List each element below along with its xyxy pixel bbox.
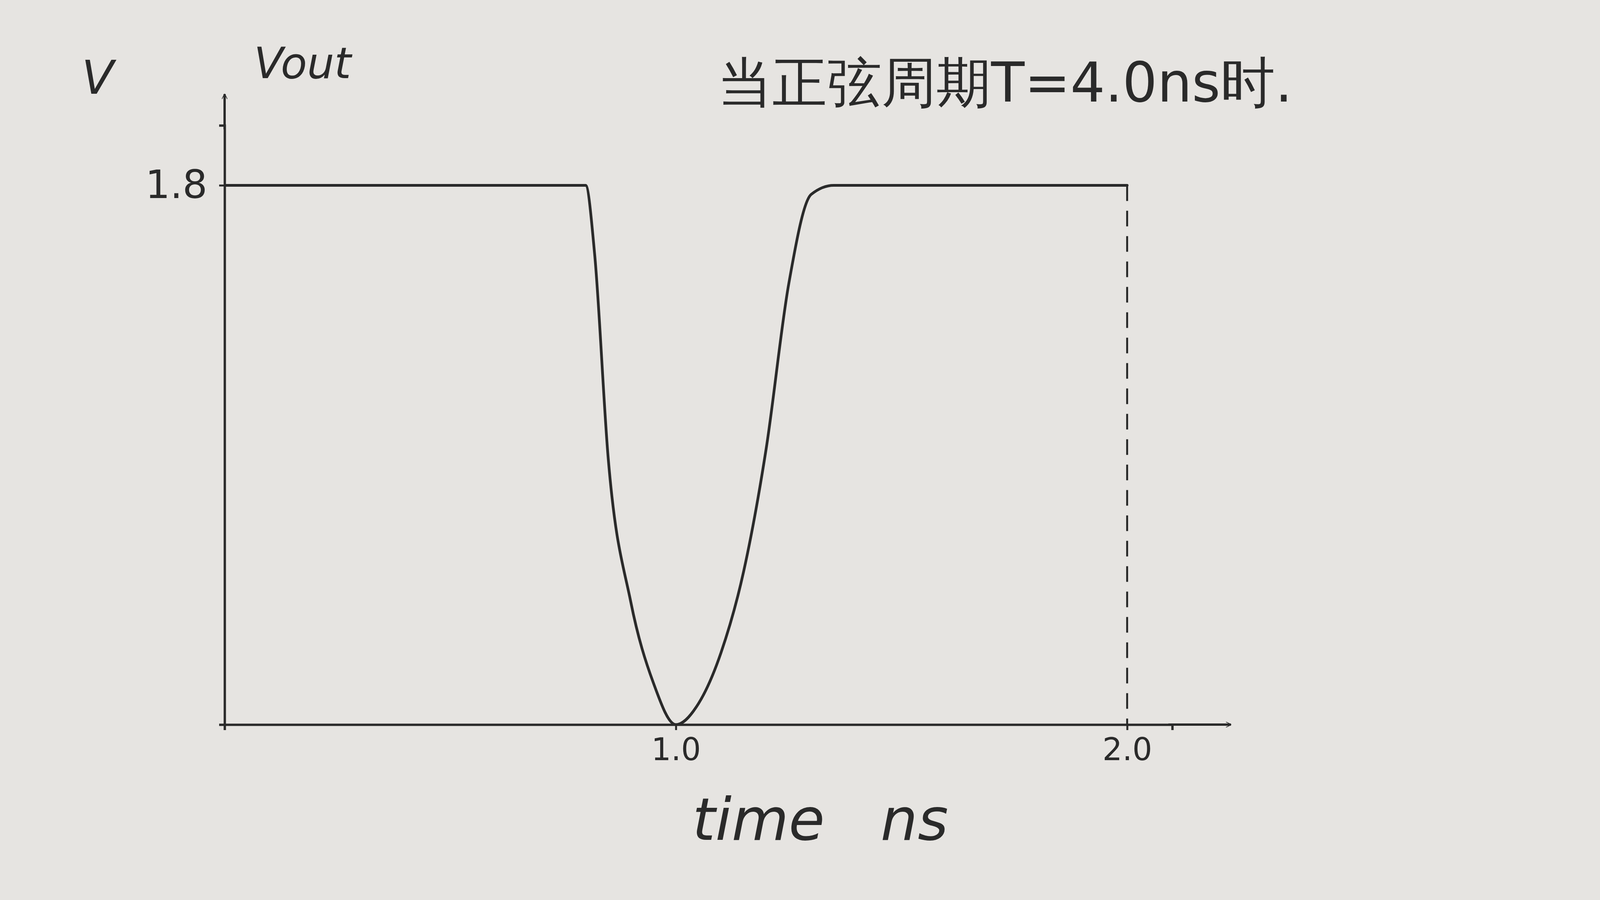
x-axis-line	[225, 725, 1173, 731]
x-tick-label: 2.0	[1102, 731, 1152, 768]
y-tick-label: 1.8	[145, 161, 208, 208]
x-label: time ns	[692, 785, 949, 854]
y-axis: 1.8	[145, 125, 225, 725]
plot-area	[224, 185, 1127, 725]
x-tick: 2.0	[1102, 724, 1152, 768]
x-tick: 1.0	[651, 724, 701, 768]
line	[224, 185, 1127, 725]
end-guide	[1126, 185, 1129, 725]
title: 当正弦周期T=4.0ns时.	[717, 50, 1293, 115]
chart: 1.0 2.0 1.8 当正弦周期T=4.0ns时. Vout Vtime ns	[0, 0, 1600, 900]
y-arrow	[223, 94, 226, 130]
background	[0, 0, 1600, 900]
y-tick: 1.8	[145, 161, 225, 208]
x-arrow	[1168, 723, 1231, 726]
y-unit: V	[81, 50, 117, 105]
y-tick-mark	[219, 184, 225, 187]
y-label: Vout	[253, 38, 353, 89]
x-tick-mark	[1126, 724, 1129, 731]
x-tick-label: 1.0	[651, 731, 701, 768]
x-axis: 1.0 2.0	[225, 724, 1173, 768]
y-axis-line	[219, 125, 225, 725]
x-tick-mark	[675, 724, 677, 731]
